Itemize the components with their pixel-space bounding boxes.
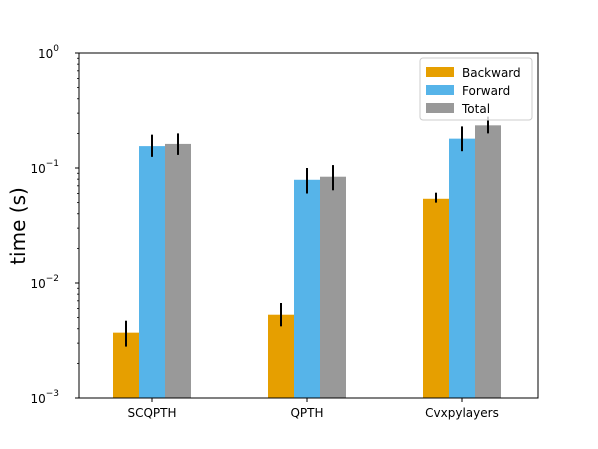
legend: Backward Forward Total: [419, 57, 533, 121]
x-tick-label: SCQPTH: [127, 406, 176, 420]
y-tick-label: 10−2: [30, 274, 59, 291]
bar-backward-cvxpylayers: [423, 198, 449, 398]
legend-label-total: Total: [461, 102, 490, 116]
bar-forward-cvxpylayers: [449, 138, 475, 398]
legend-swatch-forward: [426, 85, 454, 95]
bar-total-qpth: [320, 176, 346, 398]
y-axis: 10−3 10−2 10−1 100: [30, 44, 79, 406]
legend-label-forward: Forward: [462, 84, 510, 98]
bar-backward-qpth: [268, 314, 294, 398]
y-axis-label: time (s): [6, 187, 30, 265]
bar-total-cvxpylayers: [475, 125, 501, 398]
legend-swatch-total: [426, 103, 454, 113]
x-tick-label: Cvxpylayers: [425, 406, 499, 420]
x-tick-label: QPTH: [290, 406, 323, 420]
bars-layer: [113, 125, 501, 398]
bar-forward-scqpth: [139, 146, 165, 398]
legend-swatch-backward: [426, 67, 454, 77]
plot-frame: [78, 52, 539, 399]
legend-label-backward: Backward: [462, 66, 521, 80]
bar-forward-qpth: [294, 179, 320, 398]
bar-total-scqpth: [165, 143, 191, 398]
x-axis: SCQPTH QPTH Cvxpylayers: [127, 398, 499, 420]
y-tick-label: 10−1: [30, 159, 59, 176]
y-tick-label: 100: [38, 44, 59, 61]
y-tick-label: 10−3: [30, 389, 59, 406]
